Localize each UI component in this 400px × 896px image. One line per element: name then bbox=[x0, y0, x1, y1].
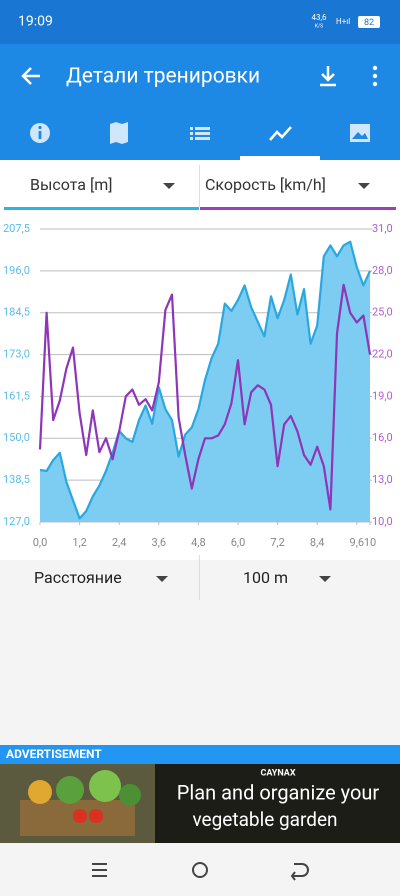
y2-tick-label: 10,0 bbox=[372, 515, 393, 528]
y2-tick-label: 13,0 bbox=[372, 473, 393, 486]
x-tick-label: 9,6 bbox=[350, 536, 365, 549]
y2-tick-label: 16,0 bbox=[372, 431, 393, 444]
x-tick-label: 1,2 bbox=[72, 536, 87, 549]
battery-level: 82 bbox=[364, 18, 374, 28]
tab-indicator bbox=[240, 156, 320, 160]
y-tick-label: 184,5 bbox=[3, 306, 30, 319]
y-tick-label: 173,0 bbox=[3, 347, 30, 360]
tab-map[interactable] bbox=[110, 122, 128, 144]
y2-tick-label: 31,0 bbox=[372, 222, 393, 235]
y-tick-label: 207,5 bbox=[3, 222, 30, 235]
right-selector-label: Скорость [km/h] bbox=[205, 175, 326, 194]
nav-home[interactable] bbox=[192, 862, 208, 878]
ad-line2: vegetable garden bbox=[192, 808, 337, 831]
tab-info[interactable] bbox=[30, 123, 50, 143]
x-axis-selector-label: Расстояние bbox=[34, 568, 122, 587]
back-button[interactable] bbox=[21, 67, 40, 85]
x-tick-label: 6,0 bbox=[231, 536, 246, 549]
nav-bar bbox=[0, 843, 400, 896]
y2-tick-label: 25,0 bbox=[372, 306, 393, 319]
right-selector[interactable]: Скорость [km/h] bbox=[205, 175, 370, 194]
y2-tick-label: 19,0 bbox=[372, 389, 393, 402]
app-title: Детали тренировки bbox=[66, 65, 260, 89]
interval-selector-label: 100 m bbox=[243, 568, 288, 587]
y2-tick-label: 22,0 bbox=[372, 347, 393, 360]
x-axis-selector[interactable]: Расстояние bbox=[34, 568, 168, 587]
x-tick-label: 4,8 bbox=[191, 536, 206, 549]
y-tick-label: 150,0 bbox=[3, 431, 30, 444]
ad-bar bbox=[0, 745, 400, 764]
status-bar bbox=[0, 0, 400, 44]
plot: 127,0 138,5 150,0 161,5 173,0 184,5 196,0 207,5… bbox=[3, 222, 393, 549]
series-line bbox=[39, 240, 372, 520]
status-speed-unit: K/S bbox=[315, 23, 323, 29]
x-tick-label: 10 bbox=[364, 536, 376, 549]
interval-selector[interactable]: 100 m bbox=[243, 568, 331, 587]
x-tick-label: 7,2 bbox=[270, 536, 285, 549]
more-button[interactable] bbox=[372, 65, 378, 87]
x-tick-label: 0,0 bbox=[33, 536, 48, 549]
series-line bbox=[38, 283, 372, 511]
tab-chart[interactable] bbox=[269, 126, 292, 141]
y-tick-label: 138,5 bbox=[3, 473, 30, 486]
ad-brand: CAYNAX bbox=[260, 768, 295, 778]
tab-photo[interactable] bbox=[350, 124, 370, 142]
ad-label: ADVERTISEMENT bbox=[6, 747, 102, 761]
nav-menu[interactable] bbox=[92, 863, 107, 877]
x-tick-label: 2,4 bbox=[112, 536, 127, 549]
download-button[interactable] bbox=[320, 66, 336, 87]
x-tick-label: 8,4 bbox=[310, 536, 325, 549]
left-selector-label: Высота [m] bbox=[30, 175, 112, 194]
ad-banner[interactable]: CAYNAX Plan and organize your vegetable … bbox=[0, 764, 400, 843]
left-selector[interactable]: Высота [m] bbox=[30, 175, 175, 194]
status-speed: 43,6 bbox=[311, 13, 327, 22]
signal-icon: H+ıl bbox=[336, 17, 350, 26]
y-tick-label: 127,0 bbox=[3, 515, 30, 528]
tab-list[interactable] bbox=[190, 127, 210, 140]
battery-icon bbox=[358, 16, 380, 28]
y-tick-label: 196,0 bbox=[3, 264, 30, 277]
right-selector-underline bbox=[200, 207, 396, 210]
status-time: 19:09 bbox=[18, 14, 53, 30]
y2-tick-label: 28,0 bbox=[372, 264, 393, 277]
y-tick-label: 161,5 bbox=[3, 389, 30, 402]
left-selector-underline bbox=[4, 207, 199, 210]
x-tick-label: 3,6 bbox=[152, 536, 167, 549]
ad-line1: Plan and organize your bbox=[177, 780, 380, 804]
nav-back[interactable] bbox=[290, 863, 309, 881]
